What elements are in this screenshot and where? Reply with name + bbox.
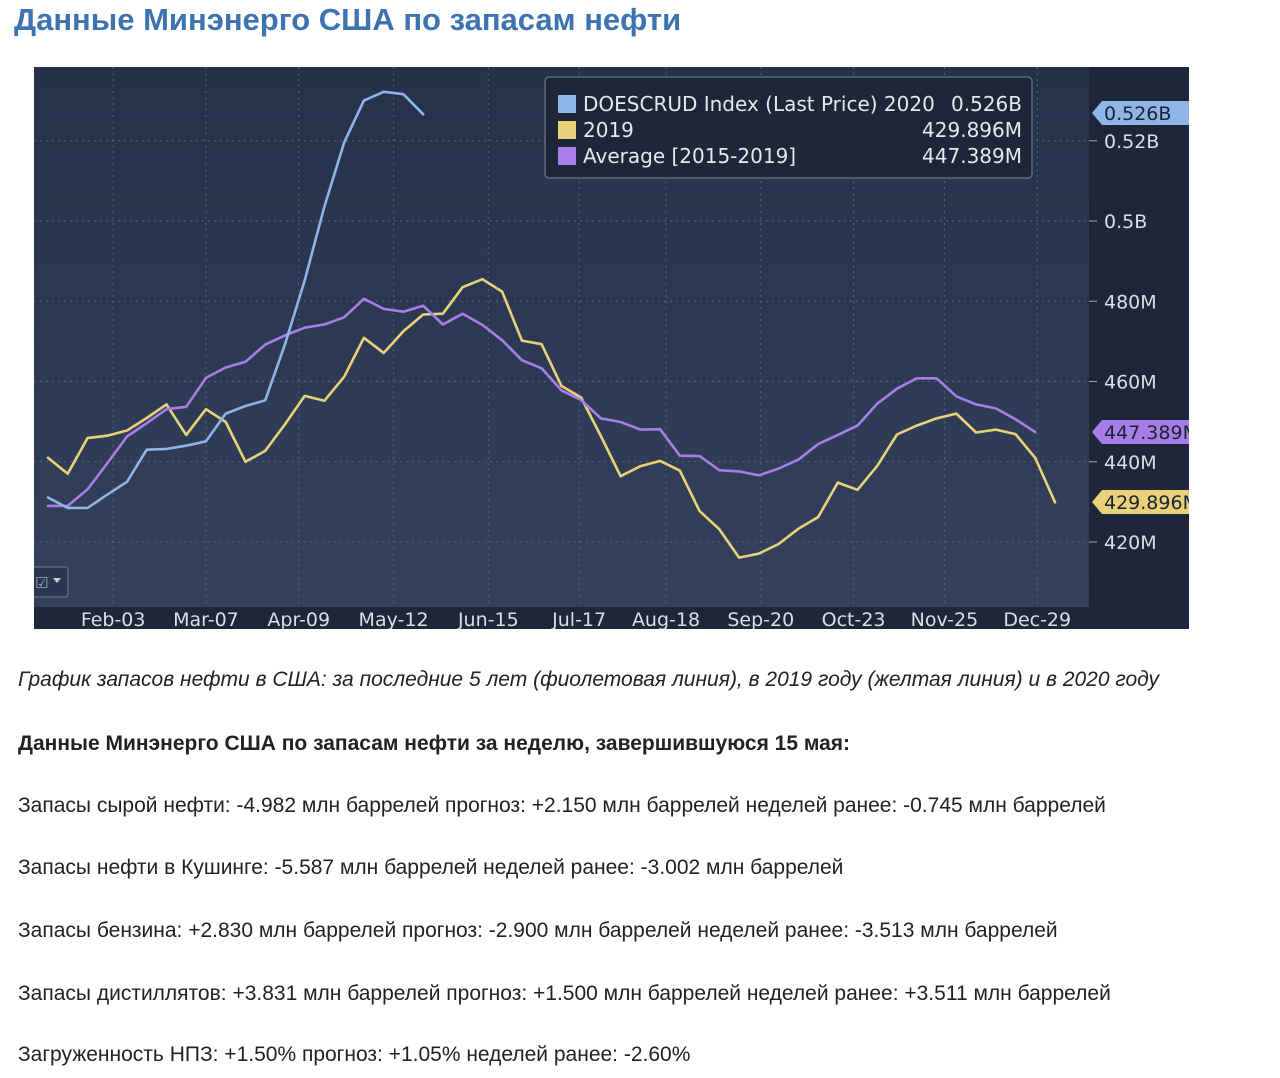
x-tick-label: Mar-07 xyxy=(173,609,239,629)
end-value-tags: 0.526B 447.389M 429.896M xyxy=(1092,101,1189,514)
series-2019-line xyxy=(46,277,1057,559)
x-tick-label: Jul-17 xyxy=(551,609,606,629)
chart-container: 420M 440M 460M 480M 0.5B 0.52B Feb-03 Mar-07 Ap… xyxy=(34,67,1189,629)
chart-caption: График запасов нефти в США: за последние… xyxy=(18,668,1160,691)
legend-2020-name: DOESCRUD Index (Last Price) 2020 xyxy=(583,92,935,116)
distillates-inventory-line: Запасы дистиллятов: +3.831 млн баррелей … xyxy=(18,982,1111,1005)
x-tick-label: Jun-15 xyxy=(457,609,519,629)
legend-2019-value: 429.896M xyxy=(922,118,1022,142)
gasoline-inventory-line: Запасы бензина: +2.830 млн баррелей прог… xyxy=(18,919,1058,942)
tag-2020-value: 0.526B xyxy=(1104,103,1171,125)
x-tick-label: Nov-25 xyxy=(911,609,979,629)
refinery-utilization-line: Загруженность НПЗ: +1.50% прогноз: +1.05… xyxy=(18,1043,691,1066)
chart-tool-button[interactable]: ☑ xyxy=(34,566,69,598)
tag-average-value: 447.389M xyxy=(1104,422,1189,444)
y-tick-label: 460M xyxy=(1104,372,1157,394)
series-2020-line xyxy=(46,90,425,510)
y-tick-label: 420M xyxy=(1104,532,1157,554)
legend-average-swatch xyxy=(558,147,576,165)
tag-2019-value: 429.896M xyxy=(1104,492,1189,514)
y-tick-label: 0.52B xyxy=(1104,131,1159,153)
legend-average-name: Average [2015-2019] xyxy=(583,144,796,168)
y-axis-ticks: 420M 440M 460M 480M 0.5B 0.52B xyxy=(1089,131,1159,554)
cushing-inventory-line: Запасы нефти в Кушинге: -5.587 млн барре… xyxy=(18,856,844,879)
tag-average-value-bg xyxy=(1092,420,1189,444)
x-tick-label: Apr-09 xyxy=(267,609,330,629)
grid xyxy=(34,67,1089,607)
dropdown-caret-icon xyxy=(53,578,61,583)
legend: DOESCRUD Index (Last Price) 2020 0.526B 20… xyxy=(544,76,1033,179)
tag-2020-value-bg xyxy=(1092,101,1189,125)
crude-inventory-line: Запасы сырой нефти: -4.982 млн баррелей … xyxy=(18,794,1106,817)
checkbox-icon: ☑ xyxy=(35,574,48,592)
x-axis-panel xyxy=(34,607,1189,629)
y-axis-panel xyxy=(1089,67,1189,629)
legend-box xyxy=(544,76,1033,179)
x-tick-label: May-12 xyxy=(359,609,429,629)
x-tick-label: Sep-20 xyxy=(727,609,794,629)
oil-inventory-chart: 420M 440M 460M 480M 0.5B 0.52B Feb-03 Mar-07 Ap… xyxy=(34,67,1189,629)
x-tick-label: Feb-03 xyxy=(81,609,146,629)
legend-2020-value: 0.526B xyxy=(951,92,1022,116)
x-tick-label: Aug-18 xyxy=(632,609,700,629)
x-tick-label: Dec-29 xyxy=(1003,609,1071,629)
x-tick-label: Oct-23 xyxy=(822,609,886,629)
legend-2019-name: 2019 xyxy=(583,118,634,142)
series-lines xyxy=(46,90,1057,559)
page-title: Данные Минэнерго США по запасам нефти xyxy=(14,2,682,37)
x-axis-ticks: Feb-03 Mar-07 Apr-09 May-12 Jun-15 Jul-17 Aug-… xyxy=(81,609,1071,629)
legend-average-value: 447.389M xyxy=(922,144,1022,168)
y-tick-label: 0.5B xyxy=(1104,211,1147,233)
legend-2019-swatch xyxy=(558,121,576,139)
series-average-line xyxy=(46,297,1037,508)
chart-tool-box[interactable] xyxy=(34,566,69,598)
report-heading: Данные Минэнерго США по запасам нефти за… xyxy=(18,732,851,755)
tag-2019-value-bg xyxy=(1092,490,1189,514)
y-tick-label: 480M xyxy=(1104,291,1157,313)
legend-2020-swatch xyxy=(558,95,576,113)
y-tick-label: 440M xyxy=(1104,452,1157,474)
